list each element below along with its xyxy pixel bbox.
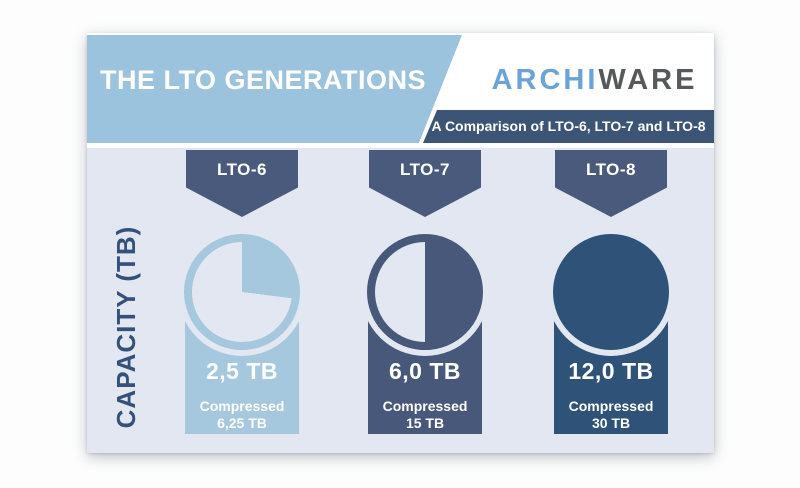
lto8-capacity-value: 12,0 TB — [568, 358, 654, 384]
lto6-capacity-value: 2,5 TB — [205, 358, 279, 384]
y-axis-label: CAPACITY (TB) — [111, 225, 141, 429]
lto8-banner-label: LTO-8 — [585, 160, 637, 179]
lto7-compressed-value: 15 TB — [405, 415, 445, 431]
page-title: THE LTO GENERATIONS — [100, 65, 427, 95]
lto7-compressed-label: Compressed — [382, 398, 468, 414]
lto7-banner: LTO-7 — [369, 150, 481, 217]
lto7-pie-chart — [367, 234, 483, 350]
lto8-body: 12,0 TB Compressed 30 TB — [554, 318, 668, 434]
lto7-banner-label: LTO-7 — [399, 160, 451, 179]
lto6-column: LTO-6 2,5 TB Compressed 6,25 TB — [184, 150, 300, 436]
title-band: THE LTO GENERATIONS — [87, 35, 462, 143]
lto7-body: 6,0 TB Compressed 15 TB — [368, 318, 482, 434]
lto6-banner-label: LTO-6 — [216, 160, 268, 179]
lto8-column: LTO-8 12,0 TB Compressed 30 TB — [553, 150, 669, 436]
lto8-banner: LTO-8 — [555, 150, 667, 217]
lto6-compressed: Compressed 6,25 TB — [185, 398, 299, 432]
subtitle-band: A Comparison of LTO-6, LTO-7 and LTO-8 — [423, 110, 714, 143]
lto6-pie-chart — [184, 234, 300, 350]
comparison-subtitle: A Comparison of LTO-6, LTO-7 and LTO-8 — [431, 118, 706, 134]
lto7-compressed: Compressed 15 TB — [368, 398, 482, 432]
lto6-banner: LTO-6 — [186, 150, 298, 217]
lto6-compressed-label: Compressed — [199, 398, 285, 414]
archiware-logo: ARCHIWARE — [487, 64, 702, 97]
lto8-pie-chart — [553, 234, 669, 350]
infographic-card: THE LTO GENERATIONS ARCHIWARE A Comparis… — [87, 33, 714, 453]
logo-archi-text: ARCHI — [491, 64, 599, 96]
lto6-compressed-value: 6,25 TB — [217, 415, 267, 431]
lto7-column: LTO-7 6,0 TB Compressed 15 TB — [367, 150, 483, 436]
lto7-capacity-value: 6,0 TB — [388, 358, 462, 384]
chart-area: CAPACITY (TB) LTO-6 2,5 TB Compressed 6,… — [87, 148, 714, 453]
lto8-compressed-value: 30 TB — [591, 415, 631, 431]
lto8-compressed-label: Compressed — [568, 398, 654, 414]
lto8-compressed: Compressed 30 TB — [554, 398, 668, 432]
logo-ware-text: WARE — [598, 64, 698, 96]
